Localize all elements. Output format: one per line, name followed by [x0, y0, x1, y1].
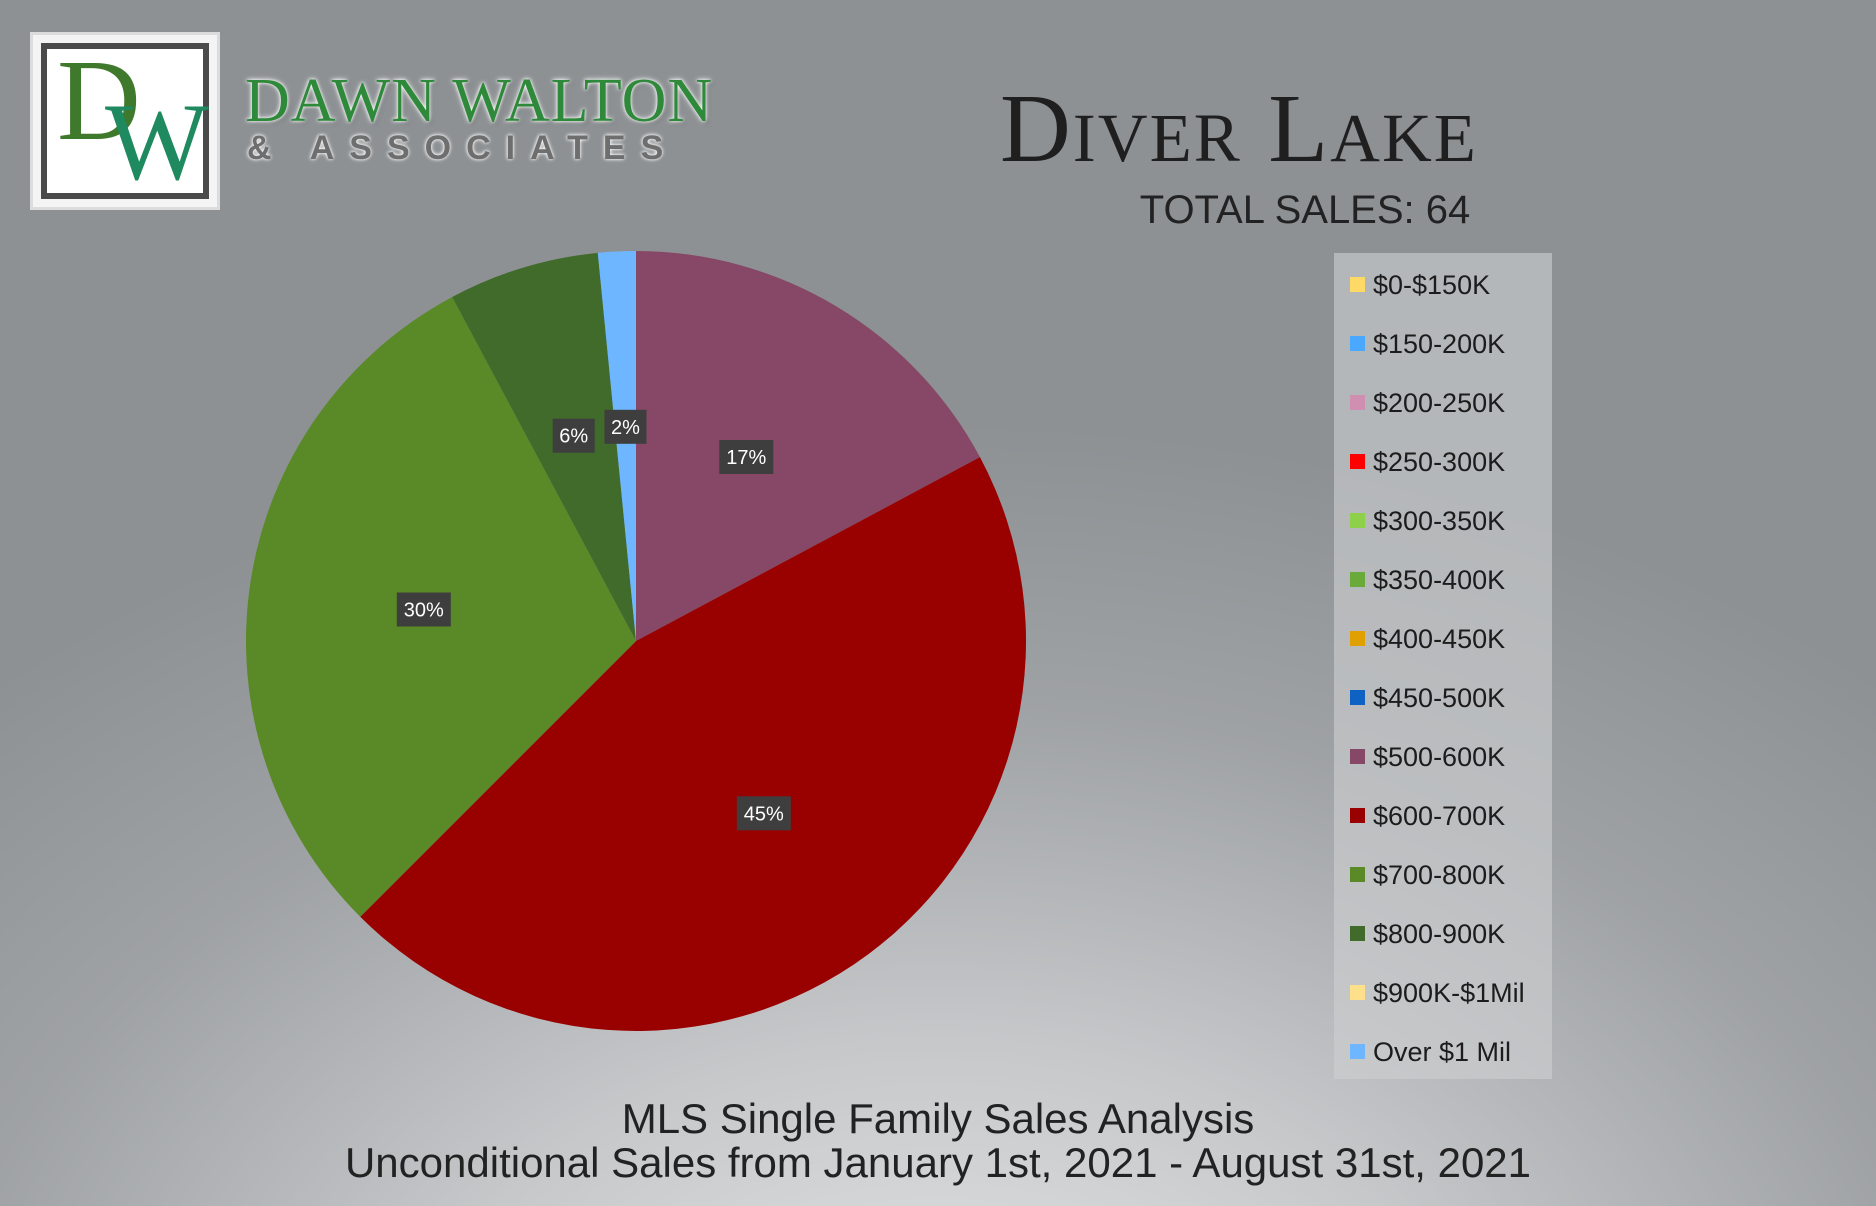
pie-slices — [246, 251, 1026, 1031]
legend-item: $600-700K — [1334, 798, 1552, 857]
legend-swatch — [1350, 1044, 1365, 1059]
legend-swatch — [1350, 336, 1365, 351]
legend-label: $900K-$1Mil — [1373, 978, 1525, 1008]
data-label: 30% — [396, 592, 451, 627]
legend-label: $200-250K — [1373, 388, 1506, 418]
data-label: 6% — [552, 418, 595, 453]
legend-item: $500-600K — [1334, 739, 1552, 798]
legend-swatch — [1350, 454, 1365, 469]
legend-item: Over $1 Mil — [1334, 1034, 1552, 1093]
legend-label: $500-600K — [1373, 742, 1506, 772]
legend-item: $400-450K — [1334, 621, 1552, 680]
data-label-box — [736, 796, 791, 831]
legend-label: $600-700K — [1373, 801, 1506, 831]
legend-item: $200-250K — [1334, 385, 1552, 444]
data-label-box — [552, 418, 595, 453]
data-label-text: 2% — [611, 417, 640, 439]
data-label-box — [604, 409, 647, 444]
legend-item: $800-900K — [1334, 916, 1552, 975]
brand-name: DAWN WALTON — [245, 67, 714, 135]
pie-slice — [452, 252, 636, 641]
legend-swatch — [1350, 395, 1365, 410]
legend-swatch — [1350, 808, 1365, 823]
legend-swatch — [1350, 513, 1365, 528]
data-label-text: 6% — [559, 426, 588, 448]
legend-item: $250-300K — [1334, 444, 1552, 503]
total-sales: TOTAL SALES: 64 — [1139, 188, 1471, 232]
legend-swatch — [1350, 985, 1365, 1000]
footer-line-1: MLS Single Family Sales Analysis — [621, 1095, 1255, 1142]
legend-item: $0-$150K — [1334, 267, 1552, 326]
data-label-text: 30% — [404, 600, 444, 622]
pie-slice — [636, 251, 980, 641]
legend-swatch — [1350, 867, 1365, 882]
legend-swatch — [1350, 690, 1365, 705]
legend-item: $700-800K — [1334, 857, 1552, 916]
brand-logo: D W — [30, 32, 220, 210]
legend-label: $700-800K — [1373, 860, 1506, 890]
legend-swatch — [1350, 277, 1365, 292]
pie-data-labels: 17% 45% 30% 6% 2% — [396, 409, 791, 831]
legend-item: $450-500K — [1334, 680, 1552, 739]
legend-label: Over $1 Mil — [1373, 1037, 1512, 1067]
chart-title: Diver Lake — [1000, 75, 1478, 183]
legend-label: $450-500K — [1373, 683, 1506, 713]
legend-item: $900K-$1Mil — [1334, 975, 1552, 1034]
legend-swatch — [1350, 631, 1365, 646]
legend-label: $350-400K — [1373, 565, 1506, 595]
legend-item: $350-400K — [1334, 562, 1552, 621]
logo-letter-w: W — [105, 81, 209, 203]
data-label-text: 17% — [726, 447, 766, 469]
data-label: 2% — [604, 409, 647, 444]
logo-letter-d: D — [57, 37, 141, 165]
legend-label: $150-200K — [1373, 329, 1506, 359]
chart-legend: $0-$150K $150-200K $200-250K $250-300K $300-… — [1334, 253, 1552, 1079]
legend-swatch — [1350, 572, 1365, 587]
legend-swatch — [1350, 926, 1365, 941]
brand-subtitle: & ASSOCIATES — [247, 129, 679, 167]
legend-label: $250-300K — [1373, 447, 1506, 477]
data-label-box — [396, 592, 451, 627]
logo-frame: D W — [41, 43, 209, 199]
legend-label: $800-900K — [1373, 919, 1506, 949]
legend-item: $150-200K — [1334, 326, 1552, 385]
legend-swatch — [1350, 749, 1365, 764]
data-label: 17% — [719, 440, 774, 474]
pie-slice — [360, 457, 1026, 1031]
data-label-text: 45% — [744, 803, 784, 825]
data-label: 45% — [736, 796, 791, 831]
legend-label: $300-350K — [1373, 506, 1506, 536]
legend-label: $0-$150K — [1373, 270, 1491, 300]
legend-label: $400-450K — [1373, 624, 1506, 654]
footer-line-2: Unconditional Sales from January 1st, 20… — [344, 1139, 1532, 1186]
legend-item: $300-350K — [1334, 503, 1552, 562]
pie-slice — [597, 251, 636, 641]
data-label-box — [719, 440, 774, 474]
